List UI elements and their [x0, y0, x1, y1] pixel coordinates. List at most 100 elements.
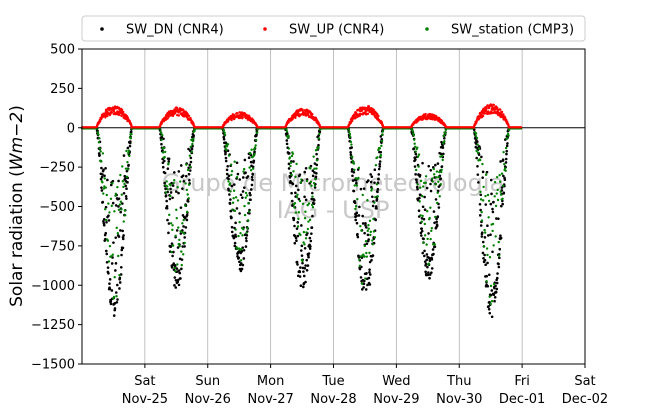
sw-station-point	[108, 244, 112, 248]
sw-dn-point	[298, 275, 302, 278]
x-axis: Sat Nov-25 Sun Nov-26 Mon Nov-27 Tue Nov-28 Wed N…	[122, 364, 608, 407]
sw-up-point	[117, 106, 121, 109]
sw-station-point	[127, 151, 130, 155]
sw-dn-point	[294, 184, 298, 188]
sw-dn-point	[121, 246, 125, 250]
sw-dn-point	[437, 206, 441, 209]
sw-station-point	[228, 182, 232, 185]
sw-station-point	[480, 211, 483, 214]
sw-station-point	[174, 270, 177, 273]
sw-up-point	[424, 112, 427, 116]
sw-station-point	[503, 162, 506, 166]
sw-dn-point	[498, 247, 502, 251]
sw-up-point	[359, 112, 363, 116]
sw-station-point	[442, 134, 446, 138]
sw-dn-point	[178, 271, 182, 275]
sw-dn-point	[114, 269, 117, 272]
sw-station-point	[423, 222, 427, 226]
sw-station-point	[438, 170, 441, 174]
sw-dn-point	[237, 256, 241, 260]
sw-dn-point	[490, 192, 493, 196]
sw-dn-point	[119, 266, 123, 269]
sw-up-point	[236, 112, 239, 115]
sw-station-point	[317, 145, 320, 149]
sw-station-point	[311, 195, 314, 198]
sw-dn-point	[428, 273, 432, 276]
sw-dn-point	[504, 157, 508, 161]
sw-station-point	[291, 152, 295, 155]
sw-station-point	[417, 153, 421, 156]
sw-dn-point	[293, 234, 297, 238]
sw-dn-point	[168, 197, 172, 201]
sw-dn-point	[363, 279, 366, 283]
sw-dn-point	[489, 178, 493, 182]
sw-dn-point	[481, 176, 484, 179]
sw-station-point	[437, 175, 440, 179]
sw-up-point	[192, 122, 195, 126]
sw-dn-point	[368, 273, 372, 276]
sw-dn-point	[375, 207, 378, 210]
sw-dn-point	[436, 215, 440, 218]
sw-station-point	[416, 146, 419, 149]
sw-dn-point	[109, 299, 113, 303]
sw-station-point	[120, 193, 123, 196]
sw-dn-point	[315, 152, 318, 156]
sw-station-point	[474, 134, 477, 137]
sw-dn-point	[241, 190, 245, 193]
sw-station-point	[102, 187, 106, 190]
sw-station-point	[361, 193, 364, 197]
sw-dn-point	[110, 262, 114, 265]
sw-station-point	[170, 250, 173, 254]
sw-station-point	[424, 181, 427, 185]
x-tick-label-date: Nov-26	[185, 392, 231, 407]
sw-dn-point	[486, 261, 489, 265]
sw-dn-point	[484, 263, 487, 267]
sw-dn-point	[251, 173, 255, 176]
sw-station-point	[444, 132, 447, 135]
sw-station-point	[360, 229, 363, 232]
sw-dn-point	[415, 178, 418, 182]
sw-dn-point	[187, 172, 191, 176]
sw-dn-point	[128, 144, 132, 148]
sw-dn-point	[476, 140, 479, 143]
sw-station-point	[296, 225, 300, 228]
sw-dn-point	[377, 167, 381, 171]
sw-station-point	[507, 134, 510, 137]
sw-station-point	[119, 200, 123, 203]
sw-up-point	[167, 115, 170, 118]
sw-station-point	[106, 239, 110, 242]
sw-station-point	[235, 175, 239, 179]
sw-dn-point	[102, 168, 105, 172]
sw-dn-point	[350, 168, 354, 171]
sw-station-point	[365, 251, 368, 255]
sw-dn-point	[495, 281, 499, 285]
sw-dn-point	[169, 244, 173, 248]
sw-station-point	[113, 275, 116, 279]
sw-up-point	[220, 126, 223, 129]
sw-station-point	[313, 184, 317, 188]
sw-dn-point	[433, 245, 437, 249]
sw-dn-point	[104, 231, 108, 235]
sw-dn-point	[412, 147, 416, 150]
sw-dn-point	[379, 150, 383, 154]
sw-dn-point	[416, 187, 419, 191]
sw-dn-point	[164, 187, 167, 191]
sw-dn-point	[494, 284, 497, 288]
sw-dn-point	[112, 241, 115, 244]
sw-up-point	[126, 116, 130, 119]
sw-dn-point	[104, 205, 108, 209]
sw-station-point	[441, 154, 444, 158]
sw-dn-point	[245, 239, 248, 243]
sw-dn-point	[479, 224, 483, 227]
sw-station-point	[176, 263, 179, 266]
sw-station-point	[100, 160, 103, 163]
sw-dn-point	[228, 202, 232, 205]
y-tick-label: −1250	[31, 318, 75, 333]
sw-station-point	[226, 143, 230, 146]
sw-dn-point	[229, 198, 232, 201]
sw-station-point	[417, 165, 420, 168]
sw-up-point	[479, 111, 482, 115]
sw-station-point	[376, 156, 379, 159]
sw-station-point	[98, 137, 101, 140]
sw-dn-point	[292, 160, 295, 163]
